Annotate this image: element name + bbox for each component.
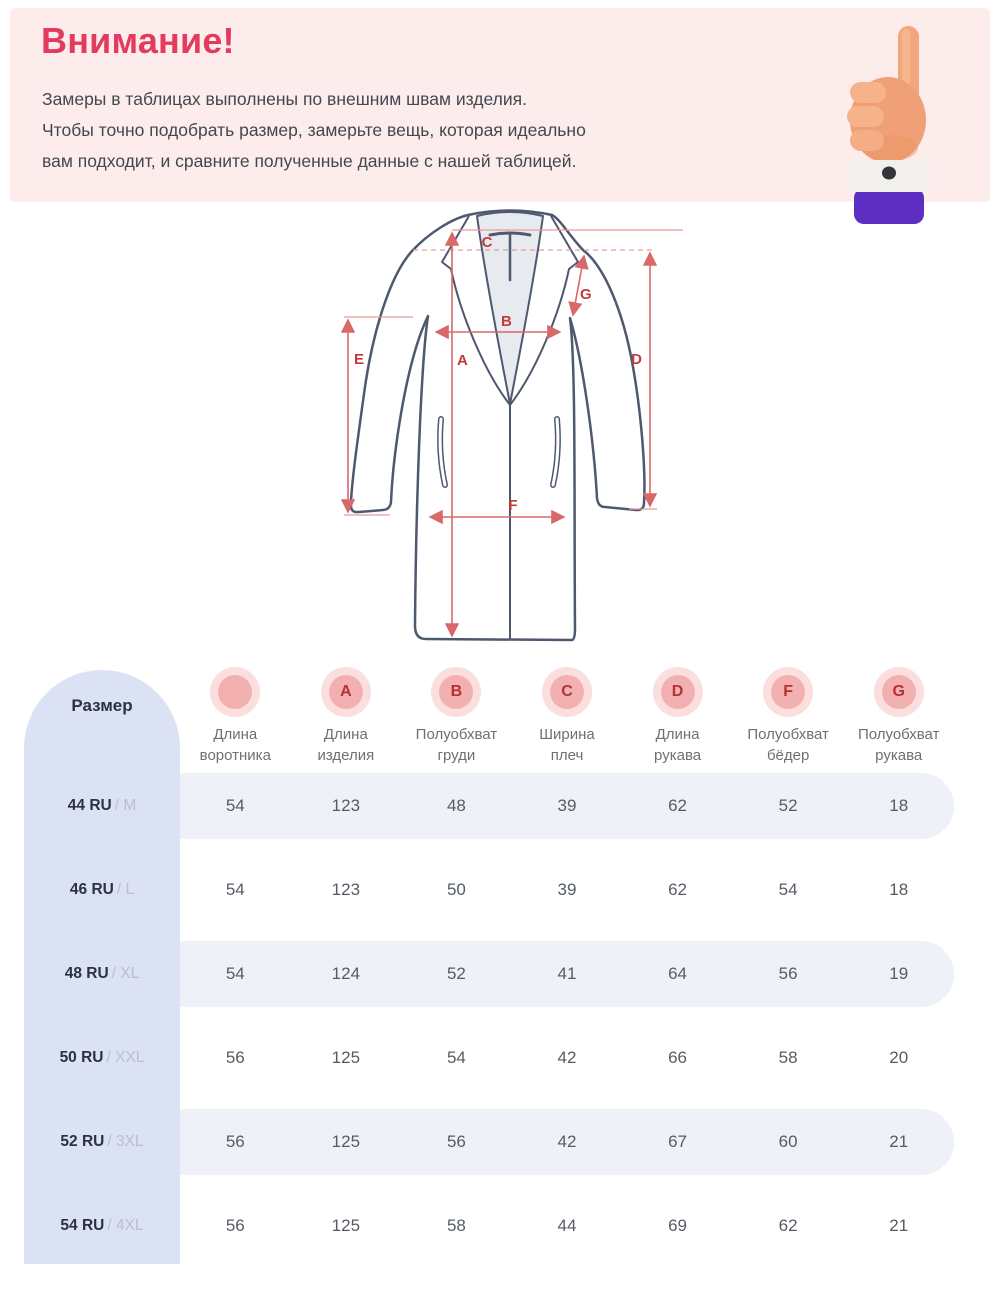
value-cell: 56 [225,1216,245,1235]
value-cell: 62 [668,880,688,899]
size-table: Размер Длина воротника A Длина изделия B… [24,658,954,1268]
column-header-sleeve-girth: G Полуобхват рукава [843,658,954,766]
size-cell: 48 RU / XL [64,965,140,982]
value-cell: 18 [889,880,909,899]
column-header-sleeve: D Длина рукава [622,658,733,766]
column-header-shoulders: C Ширина плеч [512,658,623,766]
column-header-chest: B Полуобхват груди [401,658,512,766]
value-cell: 41 [557,964,577,983]
value-cell: 54 [225,880,245,899]
banner-title: Внимание! [41,20,235,61]
value-cell: 125 [331,1132,361,1151]
size-column-header: Размер [71,696,133,715]
value-cell: 44 [557,1216,577,1235]
measure-dot-icon: B [439,675,474,709]
value-cell: 52 [778,796,798,815]
measure-label-a: A [457,352,468,369]
size-cell: 52 RU/ 3XL [60,1133,144,1150]
value-cell: 64 [668,964,688,983]
value-cell: 19 [889,964,909,983]
value-cell: 42 [557,1132,577,1151]
value-cell: 56 [225,1132,245,1151]
column-header-collar: Длина воротника [180,658,291,766]
table-row: 50 RU / XXL 56 125 54 42 66 58 20 [24,1016,954,1100]
value-cell: 67 [668,1132,688,1151]
attention-banner: Внимание! Замеры в таблицах выполнены по… [10,8,990,202]
value-cell: 39 [557,880,577,899]
table-row: 46 RU / L 54 123 50 39 62 54 18 [24,848,954,932]
measure-dot-icon: C [549,675,584,709]
table-header-row: Размер Длина воротника A Длина изделия B… [24,658,954,764]
value-cell: 56 [446,1132,466,1151]
table-row: 54 RU/ 4XL 56 125 58 44 69 62 21 [24,1184,954,1268]
value-cell: 54 [778,880,798,899]
value-cell: 69 [668,1216,688,1235]
value-cell: 58 [778,1048,798,1067]
measure-label-d: D [631,351,642,368]
value-cell: 52 [446,964,466,983]
value-cell: 66 [668,1048,688,1067]
value-cell: 60 [778,1132,798,1151]
value-cell: 54 [225,964,245,983]
value-cell: 50 [446,880,466,899]
value-cell: 54 [225,796,245,815]
measure-dot-icon: G [881,675,916,709]
measure-label-c: C [482,234,493,251]
value-cell: 125 [331,1048,361,1067]
size-cell: 50 RU / XXL [59,1049,145,1066]
value-cell: 62 [778,1216,798,1235]
column-header-length: A Длина изделия [291,658,402,766]
value-cell: 48 [446,796,466,815]
value-cell: 124 [331,964,361,983]
measure-dot-icon: F [771,675,806,709]
size-cell: 54 RU/ 4XL [60,1217,144,1234]
value-cell: 58 [446,1216,466,1235]
value-cell: 20 [889,1048,909,1067]
measure-dot-icon [218,675,253,709]
value-cell: 21 [889,1216,909,1235]
measure-label-e: E [354,351,364,368]
value-cell: 39 [557,796,577,815]
coat-measurement-diagram: A B C D E F G [320,202,720,660]
value-cell: 21 [889,1132,909,1151]
measure-dot-icon: D [660,675,695,709]
value-cell: 62 [668,796,688,815]
column-header-hips: F Полуобхват бёдер [733,658,844,766]
measure-dot-icon: A [328,675,363,709]
value-cell: 54 [446,1048,466,1067]
measure-label-b: B [501,313,512,330]
value-cell: 56 [225,1048,245,1067]
value-cell: 42 [557,1048,577,1067]
value-cell: 123 [331,880,361,899]
measure-label-g: G [580,286,592,303]
size-column-background [24,670,180,1264]
size-cell: 44 RU / M [67,797,137,814]
value-cell: 56 [778,964,798,983]
banner-text: Замеры в таблицах выполнены по внешним ш… [42,89,586,172]
value-cell: 125 [331,1216,361,1235]
pointing-hand-icon [838,20,943,225]
measure-label-f: F [508,497,517,514]
value-cell: 123 [331,796,361,815]
size-cell: 46 RU / L [69,881,135,898]
value-cell: 18 [889,796,909,815]
